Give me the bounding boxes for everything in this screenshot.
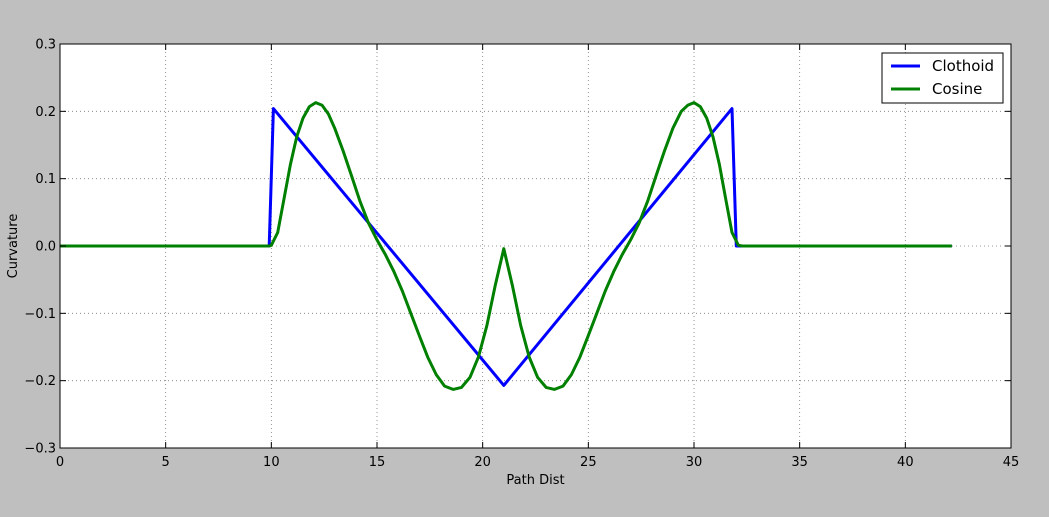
x-tick-label: 45 bbox=[1003, 455, 1020, 470]
series-layer bbox=[60, 101, 952, 391]
legend: Clothoid Cosine bbox=[881, 52, 1004, 104]
x-tick-label: 0 bbox=[56, 455, 64, 470]
y-tick-label: 0.0 bbox=[35, 240, 56, 255]
y-tick-label: −0.2 bbox=[24, 374, 56, 389]
x-tick-label: 30 bbox=[686, 455, 703, 470]
x-tick-label: 35 bbox=[791, 455, 808, 470]
legend-label-cosine: Cosine bbox=[932, 80, 982, 98]
legend-box bbox=[881, 52, 1004, 104]
x-tick-label: 20 bbox=[474, 455, 491, 470]
x-tick-label: 25 bbox=[580, 455, 597, 470]
y-tick-label: 0.1 bbox=[35, 172, 56, 187]
y-tick-label: −0.1 bbox=[24, 307, 56, 322]
legend-label-clothoid: Clothoid bbox=[932, 57, 994, 75]
tick-layer: 0 5 10 15 20 25 30 35 40 45 −0.3 −0.2 −0.1 0.0 0.1 0.2 0… bbox=[24, 38, 1019, 471]
series-line-cosine bbox=[60, 101, 952, 391]
x-tick-label: 40 bbox=[897, 455, 914, 470]
x-tick-label: 15 bbox=[369, 455, 386, 470]
y-tick-label: 0.3 bbox=[35, 38, 56, 53]
x-tick-label: 5 bbox=[162, 455, 170, 470]
x-tick-label: 10 bbox=[263, 455, 280, 470]
x-axis-label: Path Dist bbox=[506, 473, 564, 488]
y-tick-label: 0.2 bbox=[35, 105, 56, 120]
y-axis-label: Curvature bbox=[6, 214, 21, 279]
y-tick-label: −0.3 bbox=[24, 442, 56, 457]
